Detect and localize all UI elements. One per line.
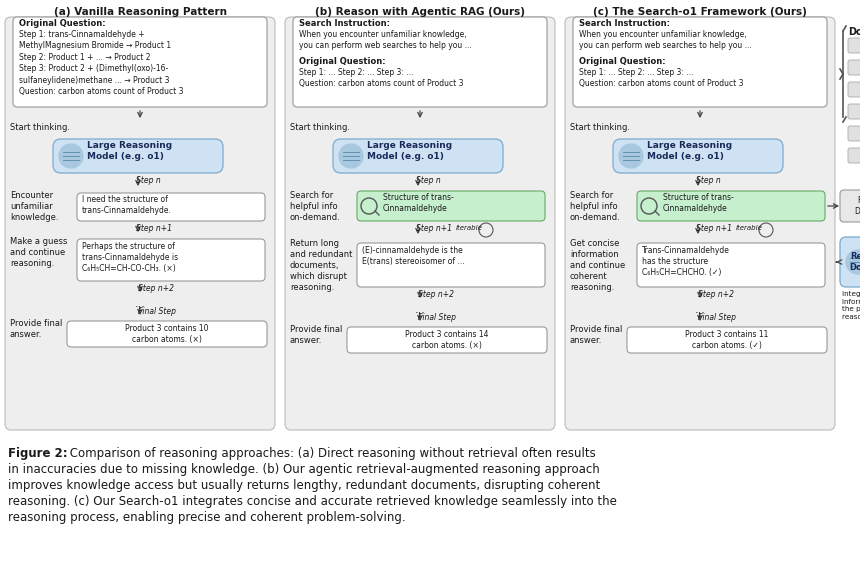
Text: Search for
helpful info
on-demand.: Search for helpful info on-demand. bbox=[290, 191, 341, 222]
Text: Make a guess
and continue
reasoning.: Make a guess and continue reasoning. bbox=[10, 237, 67, 268]
FancyBboxPatch shape bbox=[77, 193, 265, 221]
Circle shape bbox=[339, 144, 363, 168]
Text: Retrieved
Documents: Retrieved Documents bbox=[854, 196, 860, 216]
Text: (c) The Search-o1 Framework (Ours): (c) The Search-o1 Framework (Ours) bbox=[593, 7, 807, 17]
Text: Large Reasoning
Model (e.g. o1): Large Reasoning Model (e.g. o1) bbox=[647, 141, 732, 161]
Text: Large Reasoning
Model (e.g. o1): Large Reasoning Model (e.g. o1) bbox=[87, 141, 172, 161]
Text: I need the structure of
trans-Cinnamaldehyde.: I need the structure of trans-Cinnamalde… bbox=[82, 195, 172, 215]
Text: Step n+2: Step n+2 bbox=[138, 284, 174, 293]
Text: Product 3 contains 10
carbon atoms. (×): Product 3 contains 10 carbon atoms. (×) bbox=[126, 324, 209, 344]
FancyBboxPatch shape bbox=[565, 17, 835, 430]
Circle shape bbox=[619, 144, 643, 168]
Text: Original Question:: Original Question: bbox=[579, 57, 666, 66]
FancyBboxPatch shape bbox=[848, 82, 860, 97]
FancyBboxPatch shape bbox=[848, 104, 860, 119]
Text: Domains:: Domains: bbox=[848, 27, 860, 37]
FancyBboxPatch shape bbox=[285, 17, 555, 430]
FancyBboxPatch shape bbox=[5, 17, 275, 430]
Text: Step 1: ... Step 2: ... Step 3: ...
Question: carbon atoms count of Product 3: Step 1: ... Step 2: ... Step 3: ... Ques… bbox=[579, 68, 744, 88]
Text: Final Step: Final Step bbox=[138, 307, 176, 316]
Text: Original Question:: Original Question: bbox=[299, 57, 385, 66]
Text: Return long
and redundant
documents,
which disrupt
reasoning.: Return long and redundant documents, whi… bbox=[290, 239, 353, 292]
FancyBboxPatch shape bbox=[357, 191, 545, 221]
Text: iterable: iterable bbox=[736, 225, 763, 231]
Text: Comparison of reasoning approaches: (a) Direct reasoning without retrieval often: Comparison of reasoning approaches: (a) … bbox=[66, 447, 596, 460]
Text: Encounter
unfamiliar
knowledge.: Encounter unfamiliar knowledge. bbox=[10, 191, 58, 222]
Text: Product 3 contains 11
carbon atoms. (✓): Product 3 contains 11 carbon atoms. (✓) bbox=[685, 330, 769, 350]
Text: ...: ... bbox=[695, 305, 705, 315]
Text: (E)-cinnamaldehyde is the
E(trans) stereoisomer of ...: (E)-cinnamaldehyde is the E(trans) stere… bbox=[362, 246, 464, 266]
Text: Large Reasoning
Model (e.g. o1): Large Reasoning Model (e.g. o1) bbox=[367, 141, 452, 161]
Text: ...: ... bbox=[134, 299, 145, 309]
Text: Provide final
answer.: Provide final answer. bbox=[10, 319, 63, 339]
FancyBboxPatch shape bbox=[637, 243, 825, 287]
Text: Step n: Step n bbox=[696, 176, 721, 185]
Text: (a) Vanilla Reasoning Pattern: (a) Vanilla Reasoning Pattern bbox=[53, 7, 226, 17]
Text: iterable: iterable bbox=[456, 225, 482, 231]
Text: Step n+1: Step n+1 bbox=[416, 224, 452, 233]
Text: Step n+1: Step n+1 bbox=[696, 224, 732, 233]
FancyBboxPatch shape bbox=[347, 327, 547, 353]
Text: Start thinking.: Start thinking. bbox=[10, 123, 70, 132]
FancyBboxPatch shape bbox=[848, 126, 860, 141]
Text: ...: ... bbox=[415, 305, 426, 315]
Text: Get concise
information
and continue
coherent
reasoning.: Get concise information and continue coh… bbox=[570, 239, 625, 292]
Text: (b) Reason with Agentic RAG (Ours): (b) Reason with Agentic RAG (Ours) bbox=[315, 7, 525, 17]
FancyBboxPatch shape bbox=[293, 17, 547, 107]
FancyBboxPatch shape bbox=[848, 148, 860, 163]
FancyBboxPatch shape bbox=[613, 139, 783, 173]
Text: Trans-Cinnamaldehyde
has the structure
C₆H₅CH=CHCHO. (✓): Trans-Cinnamaldehyde has the structure C… bbox=[642, 246, 730, 277]
Text: reasoning. (c) Our Search-o1 integrates concise and accurate retrieved knowledge: reasoning. (c) Our Search-o1 integrates … bbox=[8, 495, 617, 508]
FancyBboxPatch shape bbox=[77, 239, 265, 281]
Text: Step 1: trans-Cinnamaldehyde +
MethylMagnesium Bromide → Product 1
Step 2: Produ: Step 1: trans-Cinnamaldehyde + MethylMag… bbox=[19, 30, 183, 96]
Text: Step n+2: Step n+2 bbox=[698, 290, 734, 299]
Text: Search Instruction:: Search Instruction: bbox=[579, 19, 670, 28]
Circle shape bbox=[59, 144, 83, 168]
FancyBboxPatch shape bbox=[357, 243, 545, 287]
Text: Integrate helpful
information into
the previous
reasoning chain.: Integrate helpful information into the p… bbox=[842, 291, 860, 320]
FancyBboxPatch shape bbox=[67, 321, 267, 347]
Text: Provide final
answer.: Provide final answer. bbox=[290, 325, 342, 345]
FancyBboxPatch shape bbox=[637, 191, 825, 221]
Text: Provide final
answer.: Provide final answer. bbox=[570, 325, 623, 345]
Text: Search for
helpful info
on-demand.: Search for helpful info on-demand. bbox=[570, 191, 621, 222]
Text: Structure of trans-
Cinnamaldehyde: Structure of trans- Cinnamaldehyde bbox=[383, 193, 454, 213]
FancyBboxPatch shape bbox=[627, 327, 827, 353]
FancyBboxPatch shape bbox=[840, 237, 860, 287]
Text: in inaccuracies due to missing knowledge. (b) Our agentic retrieval-augmented re: in inaccuracies due to missing knowledge… bbox=[8, 463, 599, 476]
Text: Step n: Step n bbox=[416, 176, 440, 185]
Text: Final Step: Final Step bbox=[418, 313, 456, 322]
Text: Original Question:: Original Question: bbox=[19, 19, 106, 28]
Text: improves knowledge access but usually returns lengthy, redundant documents, disr: improves knowledge access but usually re… bbox=[8, 479, 600, 492]
Text: Product 3 contains 14
carbon atoms. (×): Product 3 contains 14 carbon atoms. (×) bbox=[405, 330, 488, 350]
Text: Figure 2:: Figure 2: bbox=[8, 447, 68, 460]
Text: Search Instruction:: Search Instruction: bbox=[299, 19, 390, 28]
Text: When you encounter unfamiliar knowledge,
you can perform web searches to help yo: When you encounter unfamiliar knowledge,… bbox=[299, 30, 472, 51]
Text: Step 1: ... Step 2: ... Step 3: ...
Question: carbon atoms count of Product 3: Step 1: ... Step 2: ... Step 3: ... Ques… bbox=[299, 68, 464, 88]
Text: Step n: Step n bbox=[136, 176, 161, 185]
Text: When you encounter unfamiliar knowledge,
you can perform web searches to help yo: When you encounter unfamiliar knowledge,… bbox=[579, 30, 752, 51]
Text: Step n+2: Step n+2 bbox=[418, 290, 454, 299]
Circle shape bbox=[846, 250, 860, 274]
Text: Structure of trans-
Cinnamaldehyde: Structure of trans- Cinnamaldehyde bbox=[663, 193, 734, 213]
Text: reasoning process, enabling precise and coherent problem-solving.: reasoning process, enabling precise and … bbox=[8, 511, 406, 524]
FancyBboxPatch shape bbox=[573, 17, 827, 107]
FancyBboxPatch shape bbox=[848, 60, 860, 75]
FancyBboxPatch shape bbox=[848, 38, 860, 53]
FancyBboxPatch shape bbox=[840, 190, 860, 222]
FancyBboxPatch shape bbox=[13, 17, 267, 107]
FancyBboxPatch shape bbox=[333, 139, 503, 173]
Text: Start thinking.: Start thinking. bbox=[290, 123, 350, 132]
Text: Reason-in-
Documents: Reason-in- Documents bbox=[850, 252, 860, 272]
Text: Step n+1: Step n+1 bbox=[136, 224, 172, 233]
Text: Final Step: Final Step bbox=[698, 313, 736, 322]
Text: Start thinking.: Start thinking. bbox=[570, 123, 630, 132]
Text: Perhaps the structure of
trans-Cinnamaldehyde is
C₆H₅CH=CH-CO-CH₃. (×): Perhaps the structure of trans-Cinnamald… bbox=[82, 242, 178, 273]
FancyBboxPatch shape bbox=[53, 139, 223, 173]
